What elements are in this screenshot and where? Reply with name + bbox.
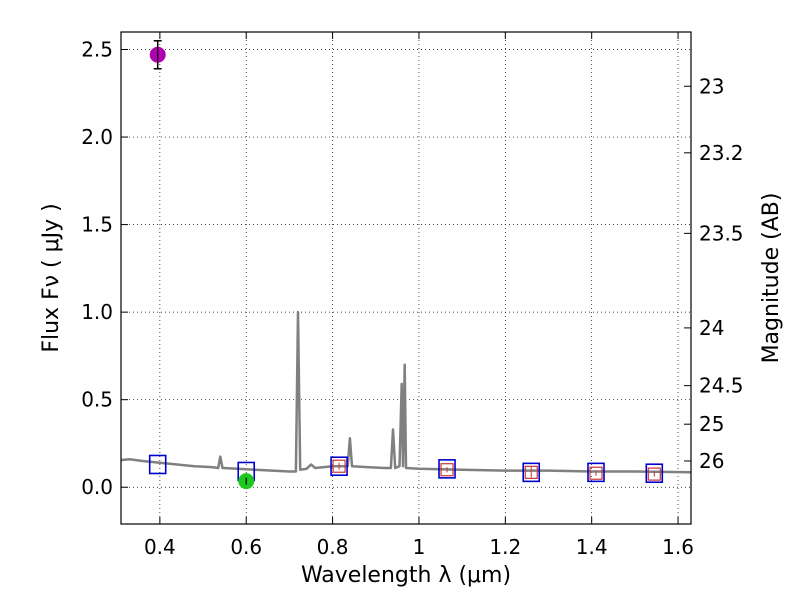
x-tick-label: 0.8 (317, 535, 349, 559)
model-photometry-point (587, 462, 605, 483)
observed-photometry-point (647, 467, 661, 481)
x-tick-label: 0.4 (144, 535, 176, 559)
y-tick-label: 1.5 (81, 213, 113, 237)
y-tick-label: 0.5 (81, 388, 113, 412)
y2-tick-label: 23.5 (699, 221, 744, 245)
y-axis-label: Flux Fν ( μJy ) (39, 203, 64, 352)
model-photometry-point (148, 454, 167, 475)
sed-model-line (121, 310, 691, 474)
y2-tick-label: 23.2 (699, 141, 744, 165)
plot-frame (120, 31, 692, 525)
axis-ticks: 0.4 0.6 0.8 1 1.2 1.4 1.6 0.0 0.5 1.0 1.5 2.0 2.5 23 2… (81, 32, 744, 559)
y-tick-label: 2.5 (81, 38, 113, 62)
y2-tick-label: 23 (699, 74, 724, 98)
observed-photometry-point (524, 465, 538, 479)
observed-photometry-point (332, 459, 346, 473)
model-photometry-point (438, 459, 456, 479)
clipped-data (121, 40, 691, 490)
observed-photometry-point (589, 466, 603, 480)
x-tick-label: 1.2 (489, 535, 521, 559)
y-tick-label: 1.0 (81, 300, 113, 324)
y2-tick-label: 25 (699, 412, 724, 436)
x-tick-label: 1 (413, 535, 426, 559)
x-tick-label: 1.6 (662, 535, 694, 559)
y-tick-label: 0.0 (81, 475, 113, 499)
y2-tick-label: 24.5 (699, 374, 744, 398)
x-tick-label: 1.4 (576, 535, 608, 559)
model-photometry-point (330, 456, 348, 477)
model-photometry-point (522, 462, 541, 483)
observed-photometry-point (440, 463, 454, 477)
plot-data (121, 40, 691, 490)
y2-tick-label: 26 (699, 449, 724, 473)
y2-axis-label: Magnitude (AB) (759, 193, 784, 364)
x-tick-label: 0.6 (230, 535, 262, 559)
y2-tick-label: 24 (699, 316, 724, 340)
x-axis-label: Wavelength λ (μm) (301, 563, 511, 588)
y-tick-label: 2.0 (81, 125, 113, 149)
model-photometry-point (645, 463, 664, 484)
